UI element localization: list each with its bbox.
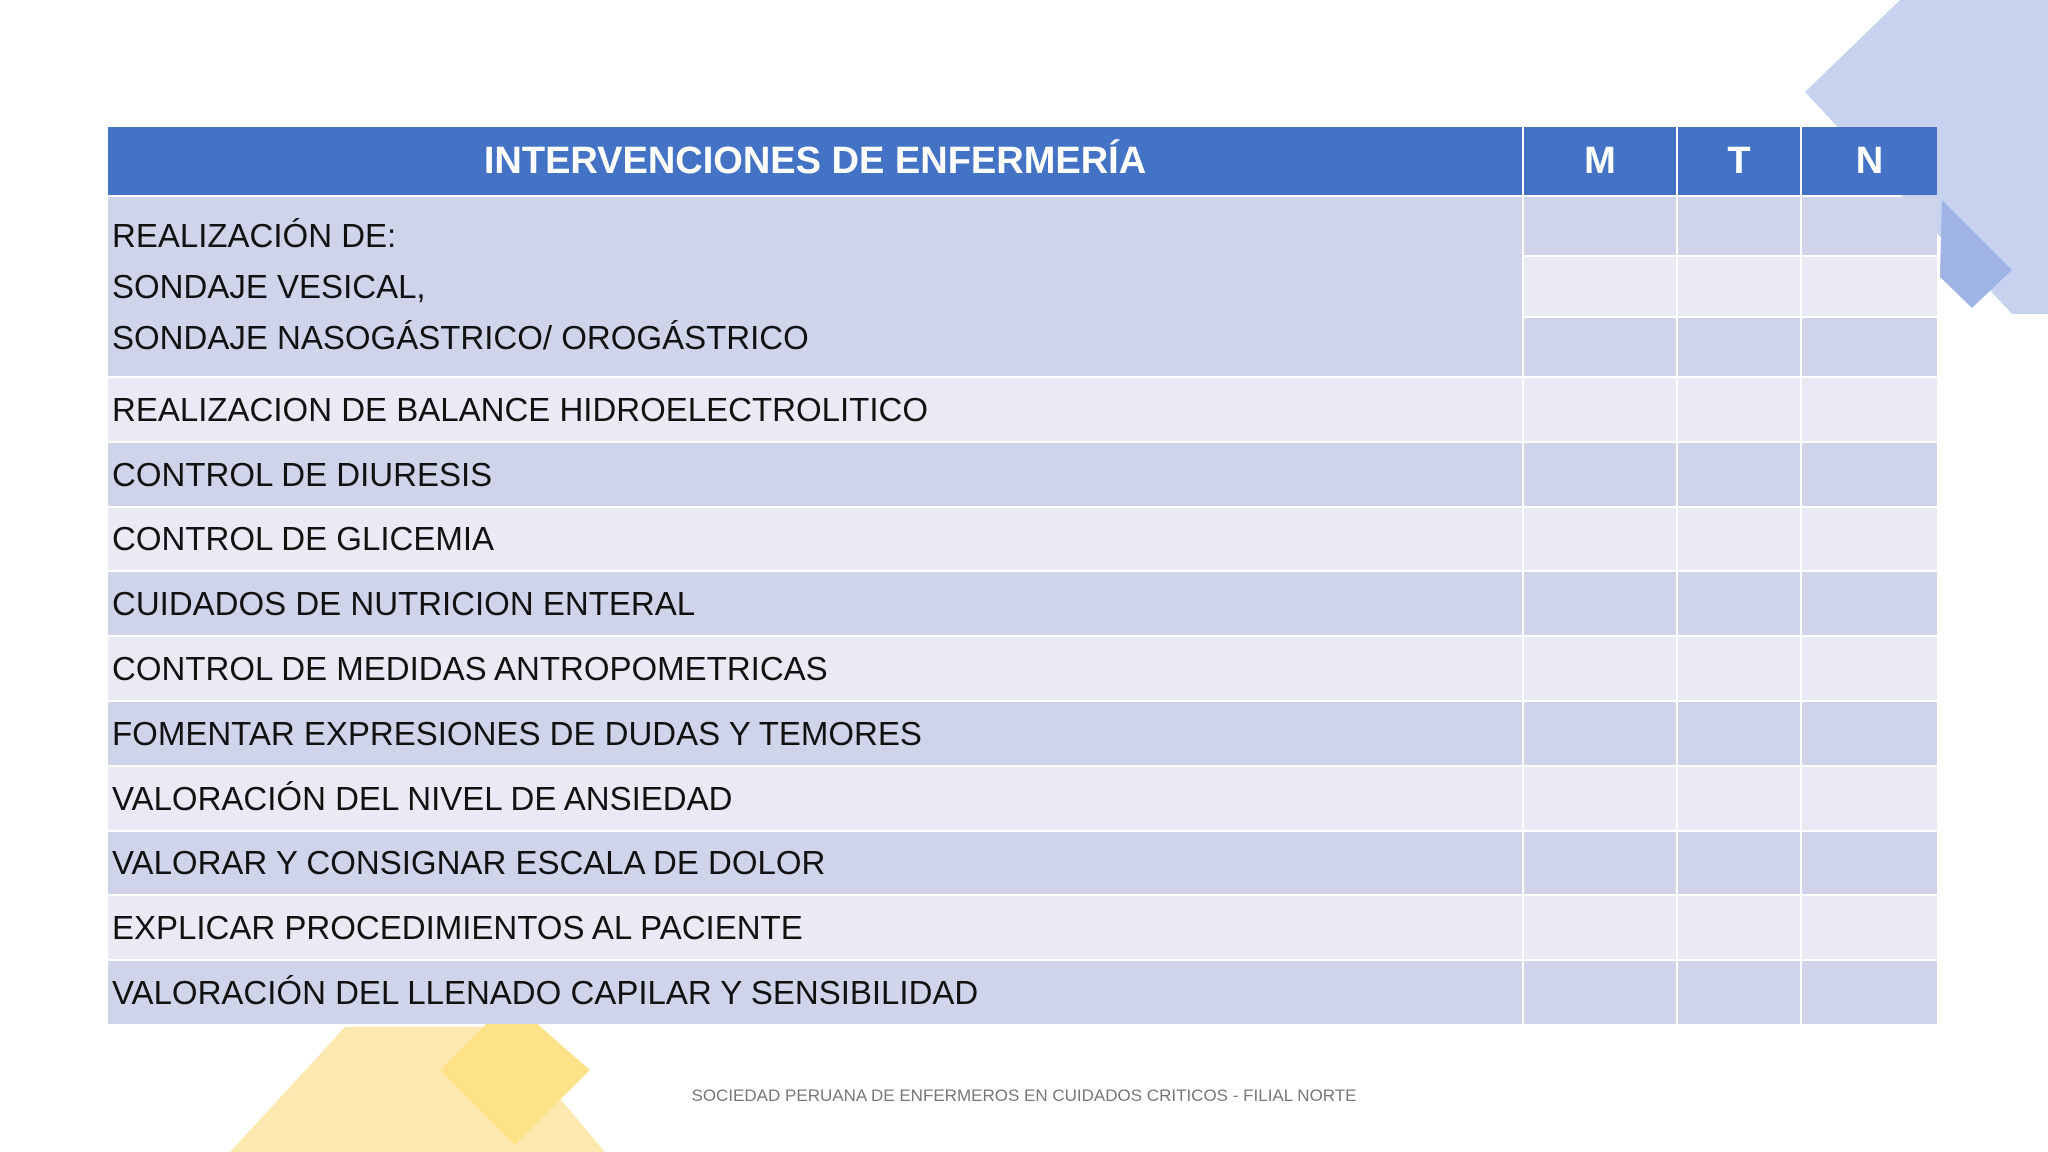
empty-cell (1524, 896, 1676, 960)
label-line: VALORAR Y CONSIGNAR ESCALA DE DOLOR (112, 844, 826, 882)
label-line: CONTROL DE MEDIDAS ANTROPOMETRICAS (112, 650, 828, 688)
empty-cell (1678, 637, 1800, 700)
empty-cell (1802, 766, 1937, 830)
empty-cell (1678, 766, 1800, 830)
empty-cell (1802, 896, 1937, 960)
empty-cell (1678, 572, 1800, 636)
empty-cell (1524, 507, 1676, 571)
blue-diamond (1940, 200, 2012, 308)
empty-cell (1524, 442, 1676, 506)
empty-cell (1802, 317, 1937, 376)
empty-cell (1802, 378, 1937, 441)
empty-cell (1524, 197, 1676, 256)
row-label: VALORAR Y CONSIGNAR ESCALA DE DOLOR (108, 831, 1522, 895)
empty-cell (1524, 257, 1676, 316)
empty-cell (1678, 702, 1800, 765)
empty-cell (1524, 702, 1676, 765)
header-cell: T (1678, 127, 1800, 195)
footer: SOCIEDAD PERUANA DE ENFERMEROS EN CUIDAD… (691, 1086, 1357, 1105)
yellow-diamond (440, 1000, 590, 1145)
row-label: VALORACIÓN DEL LLENADO CAPILAR Y SENSIBI… (108, 961, 1522, 1024)
empty-cell (1678, 961, 1800, 1024)
empty-cell (1802, 442, 1937, 506)
empty-cell (1678, 197, 1800, 256)
row-label: CONTROL DE DIURESIS (108, 442, 1522, 506)
empty-cell (1524, 637, 1676, 700)
empty-cell (1678, 378, 1800, 441)
empty-cell (1524, 378, 1676, 441)
label-line: FOMENTAR EXPRESIONES DE DUDAS Y TEMORES (112, 714, 922, 752)
row-label: VALORACIÓN DEL NIVEL DE ANSIEDAD (108, 766, 1522, 830)
empty-cell (1802, 702, 1937, 765)
label-line: EXPLICAR PROCEDIMIENTOS AL PACIENTE (112, 909, 803, 947)
row-label: REALIZACION DE BALANCE HIDROELECTROLITIC… (108, 378, 1522, 441)
empty-cell (1802, 572, 1937, 636)
label-line: CONTROL DE DIURESIS (112, 455, 493, 493)
label-line: SONDAJE VESICAL, (112, 268, 426, 305)
empty-cell (1524, 572, 1676, 636)
row-label: CONTROL DE GLICEMIA (108, 507, 1522, 571)
empty-cell (1802, 961, 1937, 1024)
empty-cell (1802, 257, 1937, 316)
label-line: REALIZACION DE BALANCE HIDROELECTROLITIC… (112, 390, 928, 428)
empty-cell (1678, 507, 1800, 571)
row-label: REALIZACIÓN DE: SONDAJE VESICAL, SONDAJE N… (108, 197, 1522, 376)
row-label: CUIDADOS DE NUTRICION ENTERAL (108, 572, 1522, 636)
empty-cell (1802, 197, 1937, 256)
row-label: EXPLICAR PROCEDIMIENTOS AL PACIENTE (108, 896, 1522, 960)
label-line: REALIZACIÓN DE: (112, 217, 397, 254)
empty-cell (1678, 831, 1800, 895)
row-label: CONTROL DE MEDIDAS ANTROPOMETRICAS (108, 637, 1522, 700)
empty-cell (1678, 896, 1800, 960)
label-line: VALORACIÓN DEL LLENADO CAPILAR Y SENSIBI… (112, 974, 979, 1012)
label-line: CONTROL DE GLICEMIA (112, 520, 494, 558)
row-label: FOMENTAR EXPRESIONES DE DUDAS Y TEMORES (108, 702, 1522, 765)
empty-cell (1678, 442, 1800, 506)
empty-cell (1678, 317, 1800, 376)
empty-cell (1802, 637, 1937, 700)
header-cell: INTERVENCIONES DE ENFERMERÍA (108, 127, 1522, 195)
header-cell: N (1802, 127, 1937, 195)
empty-cell (1802, 831, 1937, 895)
empty-cell (1802, 507, 1937, 571)
empty-cell (1524, 831, 1676, 895)
empty-cell (1678, 257, 1800, 316)
empty-cell (1524, 317, 1676, 376)
label-line: VALORACIÓN DEL NIVEL DE ANSIEDAD (112, 779, 733, 817)
label-line: CUIDADOS DE NUTRICION ENTERAL (112, 585, 696, 623)
empty-cell (1524, 961, 1676, 1024)
header-cell: M (1524, 127, 1676, 195)
label-line: SONDAJE NASOGÁSTRICO/ OROGÁSTRICO (112, 319, 809, 356)
empty-cell (1524, 766, 1676, 830)
